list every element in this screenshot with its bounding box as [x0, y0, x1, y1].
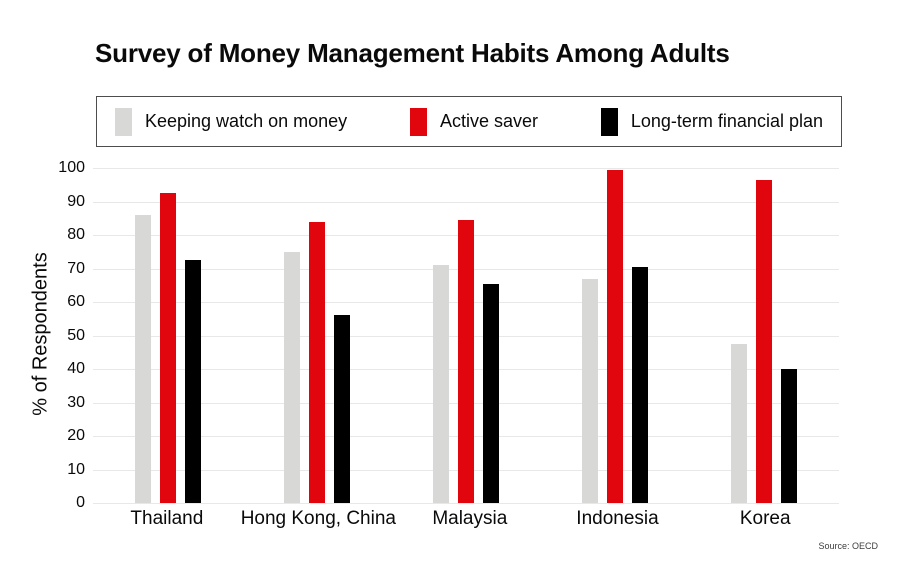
y-tick-label: 10	[67, 460, 85, 478]
x-tick-label-thailand: Thailand	[130, 508, 204, 529]
bar-indonesia-active-saver	[607, 169, 624, 503]
bar-thailand-keeping-watch-on-money	[134, 214, 151, 503]
bar-korea-keeping-watch-on-money	[731, 343, 748, 503]
y-axis-ticks: 0 10 20 30 40 50 60 70 80 90 100	[0, 160, 85, 511]
legend-label: Keeping watch on money	[145, 111, 348, 131]
gridline	[93, 201, 839, 203]
y-tick-label: 60	[67, 293, 85, 310]
y-tick-label: 30	[67, 393, 85, 411]
bar-group-malaysia	[391, 168, 540, 503]
bar-group-indonesia	[541, 168, 690, 503]
bar-indonesia-long-term-financial-plan	[632, 266, 649, 503]
legend-label: Active saver	[439, 111, 539, 131]
y-tick-label: 90	[67, 192, 85, 210]
y-tick-label: 100	[58, 159, 85, 176]
y-tick-label: 80	[67, 226, 85, 243]
bar-malaysia-active-saver	[458, 219, 474, 503]
bars-layer	[93, 168, 839, 503]
legend-item-long-term-financial-plan: Long-term financial plan	[600, 107, 823, 136]
bar-indonesia-keeping-watch-on-money	[582, 278, 599, 503]
bar-korea-active-saver	[756, 179, 773, 503]
bar-hong-kong-china-long-term-financial-plan	[333, 315, 350, 503]
legend-item-active-saver: Active saver	[409, 107, 539, 136]
plot-area	[93, 168, 839, 504]
y-tick-label: 70	[67, 259, 85, 277]
bar-group-korea	[690, 168, 839, 503]
y-tick-label: 40	[67, 360, 85, 377]
y-tick-label: 20	[67, 427, 85, 444]
x-tick-label-indonesia: Indonesia	[576, 508, 659, 529]
bar-malaysia-keeping-watch-on-money	[433, 265, 449, 503]
bar-thailand-long-term-financial-plan	[184, 260, 201, 503]
legend-item-keeping-watch-on-money: Keeping watch on money	[115, 107, 348, 136]
bar-hong-kong-china-keeping-watch-on-money	[283, 251, 300, 503]
legend-swatch-keeping-watch-on-money	[115, 107, 132, 136]
bar-malaysia-long-term-financial-plan	[483, 283, 499, 503]
x-axis-labels: Thailand Hong Kong, China Malaysia Indonesi…	[93, 508, 839, 530]
legend-label: Long-term financial plan	[630, 111, 823, 131]
gridline	[93, 168, 839, 169]
bar-korea-long-term-financial-plan	[781, 369, 798, 503]
y-tick-label: 0	[76, 494, 85, 511]
legend-swatch-active-saver	[409, 107, 427, 136]
bar-thailand-active-saver	[159, 193, 176, 503]
source-note: Source: OECD	[818, 541, 878, 551]
legend-swatch-long-term-financial-plan	[600, 107, 618, 136]
x-tick-label-hong-kong-china: Hong Kong, China	[240, 508, 396, 529]
bar-group-hong-kong-china	[242, 168, 391, 503]
bar-hong-kong-china-active-saver	[308, 221, 325, 503]
gridline	[93, 503, 839, 504]
bar-group-thailand	[93, 168, 242, 503]
x-tick-label-korea: Korea	[739, 508, 791, 529]
chart-title: Survey of Money Management Habits Among …	[95, 38, 730, 68]
x-tick-label-malaysia: Malaysia	[432, 508, 508, 529]
legend: Keeping watch on money Active saver Long-t…	[96, 96, 842, 147]
y-tick-label: 50	[67, 326, 85, 344]
